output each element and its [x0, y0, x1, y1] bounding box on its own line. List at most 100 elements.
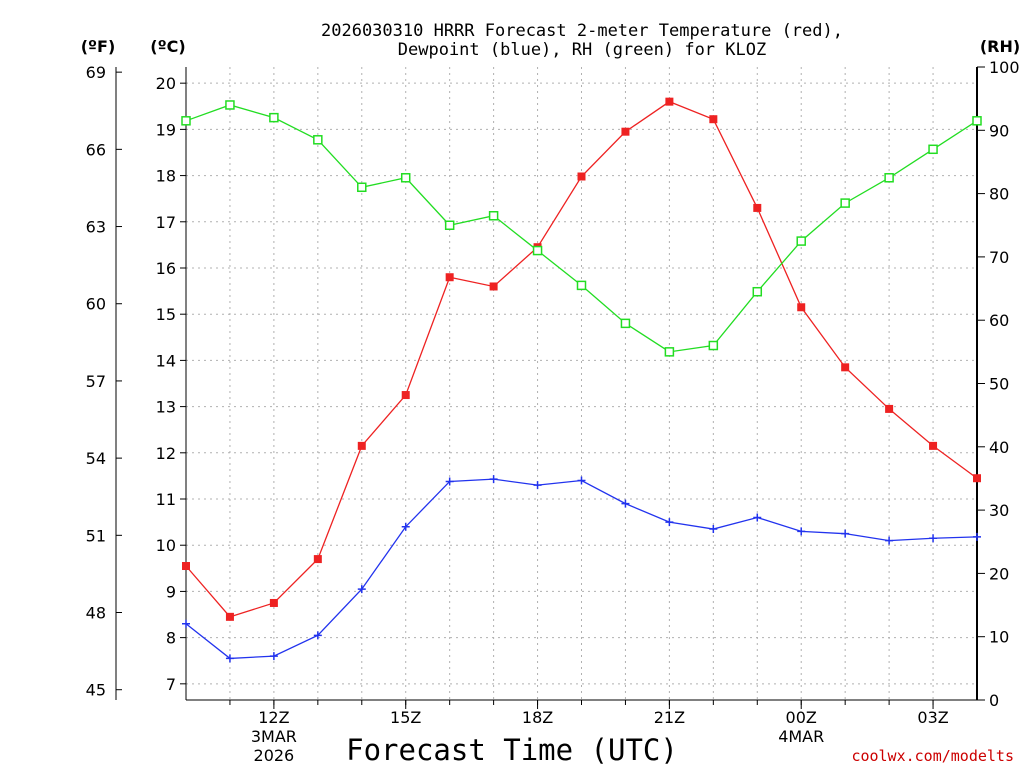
rh-tick-label: 90	[989, 121, 1009, 140]
time-tick-label: 18Z	[522, 708, 553, 727]
temperature-point	[841, 363, 850, 372]
temperature-point	[357, 441, 366, 450]
fahrenheit-tick-label: 60	[86, 295, 106, 314]
rh-point	[313, 135, 323, 145]
celsius-tick-label: 7	[166, 675, 176, 694]
rh-point	[269, 112, 279, 123]
celsius-tick-label: 18	[156, 167, 176, 186]
temperature-point	[489, 282, 498, 291]
temperature-point	[753, 203, 762, 212]
rh-unit-label: (RH)	[980, 37, 1020, 56]
rh-tick-label: 20	[989, 564, 1009, 583]
dewpoint-point	[269, 652, 278, 661]
dewpoint-point	[357, 585, 366, 594]
rh-point	[752, 286, 763, 297]
rh-point	[181, 116, 191, 126]
rh-tick-label: 50	[989, 375, 1009, 394]
data-series	[181, 97, 982, 663]
temperature-point	[269, 598, 278, 607]
fahrenheit-tick-label: 57	[86, 372, 106, 391]
time-tick-label: 15Z	[390, 708, 421, 727]
temperature-point	[182, 562, 190, 571]
dewpoint-point	[401, 522, 410, 531]
rh-point	[444, 220, 455, 230]
temperature-point	[621, 127, 630, 136]
time-tick-label: 12Z	[258, 708, 289, 727]
temperature-point	[445, 273, 454, 282]
rh-tick-label: 30	[989, 501, 1009, 520]
time-tick-label: 21Z	[654, 708, 685, 727]
celsius-tick-label: 17	[156, 213, 176, 232]
dewpoint-point	[929, 534, 938, 543]
rh-point	[972, 116, 982, 126]
celsius-ticks: 7 8 9 10 11 12 13 14 15 16 17 18 19 20	[156, 74, 186, 694]
credit-text: coolwx.com/modelts	[851, 747, 1014, 765]
celsius-tick-label: 20	[156, 74, 176, 93]
celsius-tick-label: 13	[156, 398, 176, 417]
rh-point	[400, 173, 411, 183]
rh-point	[357, 182, 367, 193]
fahrenheit-unit-label: (ºF)	[81, 37, 116, 56]
temperature-point	[797, 303, 806, 312]
dewpoint-point	[533, 481, 542, 490]
time-tick-label: 03Z	[917, 708, 948, 727]
fahrenheit-tick-label: 63	[86, 218, 106, 237]
time-tick-label: 00Z	[786, 708, 817, 727]
celsius-tick-label: 15	[156, 305, 176, 324]
fahrenheit-tick-label: 66	[86, 140, 106, 159]
fahrenheit-tick-label: 69	[86, 63, 106, 82]
dewpoint-point	[577, 476, 586, 485]
celsius-tick-label: 19	[156, 120, 176, 139]
rh-tick-label: 40	[989, 438, 1009, 457]
celsius-tick-label: 10	[156, 536, 176, 555]
dewpoint-point	[621, 499, 630, 508]
rh-ticks: 0 10 20 30 40 50 60 70 80 90 100	[977, 58, 1020, 710]
fahrenheit-tick-label: 51	[86, 526, 106, 545]
fahrenheit-tick-label: 45	[86, 681, 106, 700]
temperature-point	[225, 612, 234, 621]
rh-point	[532, 245, 543, 256]
dewpoint-point	[445, 477, 454, 486]
rh-point	[225, 100, 235, 110]
celsius-unit-label: (ºC)	[150, 37, 185, 56]
celsius-tick-label: 12	[156, 444, 176, 463]
celsius-tick-label: 11	[156, 490, 176, 509]
chart-title-line2: Dewpoint (blue), RH (green) for KLOZ	[398, 40, 766, 60]
rh-tick-label: 60	[989, 311, 1009, 330]
dewpoint-point	[797, 527, 806, 536]
date-label: 4MAR	[778, 727, 824, 746]
dewpoint-point	[841, 529, 850, 538]
celsius-tick-label: 9	[166, 582, 176, 601]
dewpoint-point	[182, 619, 190, 628]
dewpoint-point	[885, 536, 894, 545]
rh-point	[576, 280, 587, 291]
rh-tick-label: 70	[989, 248, 1009, 267]
celsius-tick-label: 8	[166, 629, 176, 648]
temperature-point	[885, 404, 894, 413]
temperature-point	[313, 555, 322, 564]
axes	[115, 67, 978, 701]
dewpoint-point	[665, 518, 674, 527]
gridlines	[186, 67, 977, 700]
rh-point	[840, 198, 850, 208]
chart-title-line1: 2026030310 HRRR Forecast 2-meter Tempera…	[321, 21, 843, 41]
rh-point	[928, 144, 938, 155]
fahrenheit-ticks: 45 48 51 54 57 60 63 66 69	[86, 63, 122, 700]
rh-point	[664, 347, 675, 357]
rh-tick-label: 100	[989, 58, 1020, 77]
fahrenheit-tick-label: 48	[86, 604, 106, 623]
temperature-point	[709, 115, 718, 124]
celsius-tick-label: 16	[156, 259, 176, 278]
rh-tick-label: 0	[989, 691, 999, 710]
rh-point	[796, 236, 806, 246]
year-label: 2026	[254, 746, 295, 765]
dewpoint-point	[313, 631, 322, 640]
rh-point	[708, 340, 719, 351]
dewpoint-point	[753, 513, 762, 522]
temperature-point	[973, 474, 981, 483]
dewpoint-point	[489, 475, 498, 484]
rh-point	[488, 211, 499, 221]
dewpoint-point	[973, 532, 981, 541]
temperature-point	[929, 441, 938, 450]
